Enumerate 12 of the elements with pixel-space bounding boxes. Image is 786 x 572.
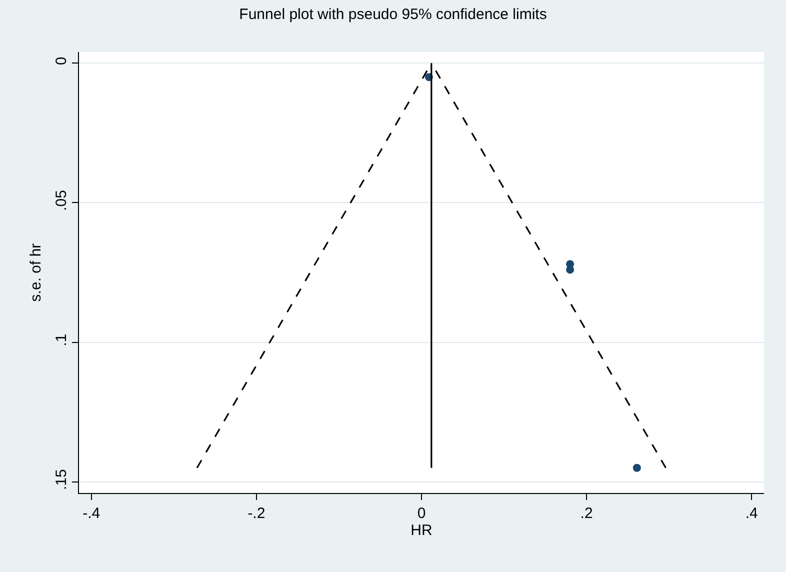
y-axis-title: s.e. of hr: [27, 243, 44, 302]
chart-title: Funnel plot with pseudo 95% confidence limits: [239, 6, 547, 24]
x-tick-label: .4: [745, 505, 758, 522]
x-axis-title: HR: [410, 522, 432, 539]
y-tick-label: .05: [53, 190, 70, 211]
y-tick-label: 0: [53, 56, 70, 66]
x-tick-label: -.2: [248, 505, 266, 522]
y-tick-label: .1: [53, 334, 70, 346]
x-tick-label: .2: [580, 505, 593, 522]
y-tick-label: .15: [53, 469, 70, 490]
x-tick-label: -.4: [82, 505, 100, 522]
x-tick-label: 0: [417, 505, 426, 522]
